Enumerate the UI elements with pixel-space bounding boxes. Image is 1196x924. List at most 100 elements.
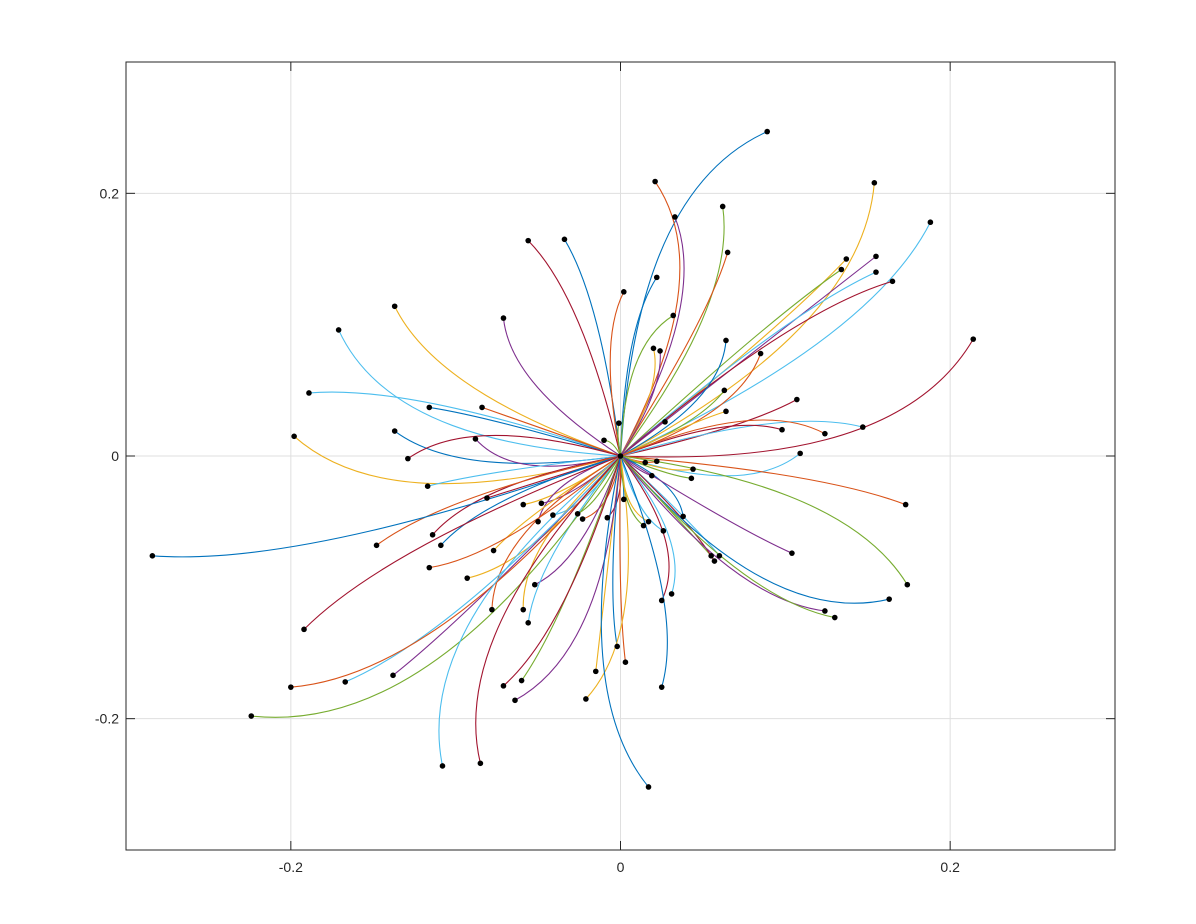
endpoint-marker-8 — [724, 249, 731, 256]
trajectory-curve-34 — [620, 424, 783, 457]
trajectory-curve-33 — [620, 420, 863, 457]
endpoint-marker-22 — [757, 350, 764, 357]
endpoint-marker-92 — [288, 684, 294, 690]
endpoint-marker-97 — [477, 760, 484, 767]
trajectory-curve-82 — [527, 455, 621, 623]
endpoint-marker-17 — [500, 315, 507, 321]
endpoint-marker-9 — [843, 256, 850, 262]
endpoint-marker-11 — [838, 266, 845, 273]
endpoint-marker-90 — [500, 683, 507, 689]
x-tick-label-2: 0.2 — [940, 859, 960, 875]
trajectory-curve-53 — [577, 455, 621, 515]
trajectory-curve-28 — [429, 406, 621, 457]
trajectory-curve-97 — [475, 455, 621, 764]
grid-lines — [126, 62, 1115, 850]
endpoint-marker-74 — [904, 581, 911, 588]
endpoint-marker-83 — [301, 626, 307, 633]
trajectory-curve-91 — [619, 455, 668, 688]
endpoint-marker-36 — [822, 430, 828, 437]
endpoint-marker-46 — [688, 475, 695, 482]
endpoint-marker-4 — [719, 203, 726, 210]
endpoint-marker-51 — [520, 501, 527, 508]
endpoint-marker-35 — [391, 428, 398, 434]
endpoint-marker-34 — [779, 426, 785, 433]
endpoint-marker-64 — [373, 542, 380, 549]
endpoint-marker-7 — [561, 236, 568, 243]
endpoint-marker-56 — [680, 513, 686, 520]
endpoint-marker-59 — [535, 518, 541, 525]
trajectory-curve-64 — [376, 455, 621, 546]
endpoint-marker-94 — [512, 697, 518, 704]
axis-ticks — [126, 62, 1115, 850]
trajectory-curve-96 — [438, 455, 621, 767]
endpoint-marker-71 — [426, 564, 433, 571]
endpoint-marker-77 — [886, 596, 892, 602]
trajectory-curve-41 — [407, 434, 621, 460]
endpoint-marker-91 — [658, 684, 665, 690]
trajectory-curve-20 — [620, 338, 974, 458]
endpoint-marker-2 — [871, 180, 878, 186]
endpoint-marker-76 — [658, 597, 665, 604]
endpoint-marker-25 — [721, 387, 728, 394]
endpoint-marker-68 — [716, 553, 723, 559]
endpoint-marker-60 — [640, 522, 647, 529]
endpoint-marker-30 — [723, 408, 729, 415]
endpoint-marker-38 — [472, 436, 479, 442]
endpoint-marker-84 — [614, 643, 621, 650]
trajectory-curve-19 — [338, 329, 621, 457]
endpoint-marker-69 — [711, 558, 718, 564]
endpoint-marker-66 — [789, 550, 795, 556]
endpoint-marker-54 — [550, 512, 556, 518]
trajectory-curve-79 — [522, 455, 621, 610]
endpoint-marker-18 — [670, 312, 677, 319]
endpoint-marker-20 — [970, 336, 977, 342]
trajectory-curve-29 — [481, 406, 621, 457]
trajectory-curve-85 — [619, 455, 626, 663]
trajectory-curve-81 — [620, 455, 835, 619]
trajectory-curve-10 — [620, 255, 877, 457]
y-tick-labels: -0.2 0 0.2 — [95, 185, 119, 726]
endpoint-marker-16 — [391, 303, 398, 310]
endpoint-marker-29 — [479, 404, 485, 411]
endpoint-marker-95 — [248, 713, 255, 719]
endpoint-marker-33 — [860, 424, 866, 430]
y-tick-label-1: 0 — [111, 448, 119, 464]
endpoint-marker-44 — [690, 466, 696, 472]
x-tick-label-1: 0 — [617, 859, 625, 875]
trajectory-curve-66 — [620, 455, 793, 554]
x-tick-label-0: -0.2 — [279, 859, 303, 875]
endpoint-marker-93 — [583, 696, 589, 702]
trajectory-curve-90 — [503, 455, 622, 687]
endpoint-marker-86 — [592, 668, 599, 675]
endpoint-marker-53 — [574, 510, 581, 517]
trajectory-curve-21 — [620, 340, 727, 457]
endpoint-marker-47 — [424, 483, 431, 490]
trajectory-curve-18 — [619, 315, 674, 457]
endpoint-marker-21 — [723, 337, 729, 344]
endpoint-marker-72 — [464, 575, 471, 581]
endpoint-marker-19 — [335, 327, 342, 333]
endpoint-marker-27 — [794, 396, 800, 403]
endpoint-marker-41 — [405, 455, 411, 462]
endpoint-marker-62 — [429, 532, 436, 538]
endpoint-marker-6 — [525, 237, 531, 244]
trajectory-curve-4 — [620, 206, 725, 457]
endpoint-marker-82 — [525, 619, 531, 626]
endpoint-marker-85 — [622, 659, 629, 665]
trajectory-curve-98 — [600, 455, 649, 788]
endpoint-marker-98 — [645, 784, 652, 790]
endpoint-marker-80 — [822, 608, 828, 614]
endpoint-marker-40 — [797, 450, 803, 457]
endpoint-marker-26 — [306, 390, 312, 396]
endpoint-marker-75 — [668, 591, 675, 597]
endpoint-marker-70 — [149, 553, 156, 559]
endpoint-marker-15 — [620, 289, 627, 295]
trajectory-curve-69 — [620, 455, 715, 562]
trajectory-curve-26 — [308, 391, 621, 457]
trajectory-curves — [152, 131, 974, 788]
trajectory-curve-36 — [620, 419, 826, 457]
trajectory-curve-7 — [563, 239, 622, 457]
endpoint-marker-50 — [902, 501, 909, 508]
endpoint-marker-79 — [520, 606, 527, 613]
